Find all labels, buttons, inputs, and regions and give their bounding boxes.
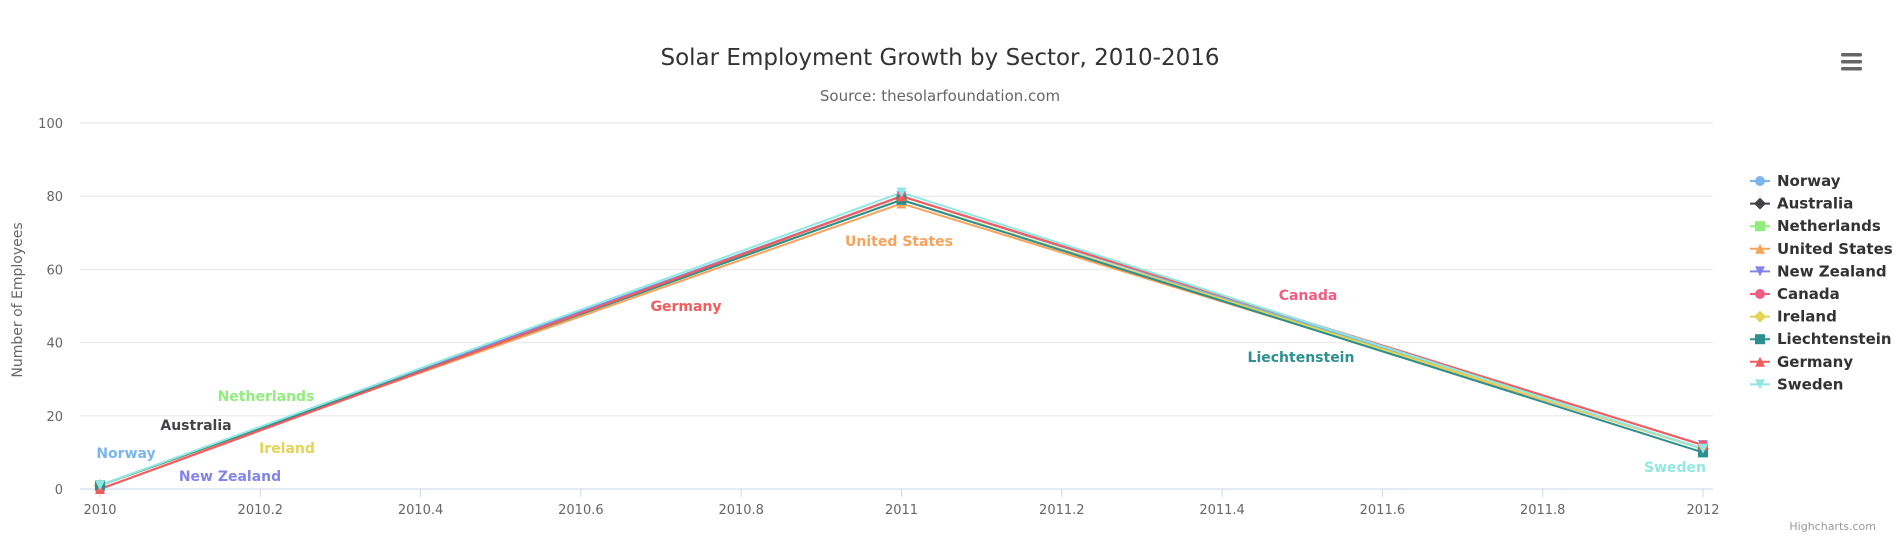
series-label-netherlands: Netherlands — [218, 389, 315, 405]
legend-label: New Zealand — [1777, 262, 1887, 280]
credits-link[interactable]: Highcharts.com — [1789, 520, 1876, 533]
legend-label: Canada — [1777, 285, 1840, 303]
x-tick-label: 2010.6 — [558, 503, 604, 518]
series-label-norway: Norway — [96, 446, 155, 462]
legend-item-new-zealand[interactable]: New Zealand — [1750, 262, 1887, 280]
legend-label: Netherlands — [1777, 217, 1881, 235]
data-point-sweden[interactable] — [1698, 443, 1708, 454]
y-tick-label: 60 — [46, 263, 63, 278]
x-tick-label: 2010.2 — [238, 503, 284, 518]
legend-symbol-new-zealand — [1755, 266, 1765, 277]
series-label-australia: Australia — [160, 418, 231, 434]
hamburger-menu-icon — [1841, 53, 1862, 71]
x-tick-label: 2011.2 — [1039, 503, 1085, 518]
series-label-liechtenstein: Liechtenstein — [1248, 350, 1355, 366]
series-label-canada: Canada — [1279, 288, 1338, 304]
y-tick-label: 80 — [46, 190, 63, 205]
legend-label: Sweden — [1777, 375, 1843, 393]
legend-item-united-states[interactable]: United States — [1750, 240, 1893, 258]
chart-menu-button[interactable] — [1836, 46, 1866, 76]
legend-label: Norway — [1777, 172, 1841, 190]
legend-symbol-sweden — [1755, 379, 1765, 390]
legend-symbol-liechtenstein — [1755, 334, 1765, 345]
chart-subtitle: Source: thesolarfoundation.com — [820, 87, 1060, 105]
y-axis-ticks: 0 20 40 60 80 100 — [38, 117, 63, 498]
y-tick-label: 100 — [38, 117, 63, 132]
x-tick-label: 2011.8 — [1520, 503, 1566, 518]
y-tick-label: 0 — [55, 483, 63, 498]
legend-symbol-australia — [1754, 197, 1766, 210]
legend-item-liechtenstein[interactable]: Liechtenstein — [1750, 330, 1892, 348]
legend-symbol-ireland — [1754, 310, 1766, 323]
data-point-sweden[interactable] — [95, 480, 105, 491]
legend-label: Germany — [1777, 353, 1853, 371]
x-tick-label: 2011.4 — [1199, 503, 1245, 518]
series-label-united-states: United States — [845, 234, 953, 250]
legend-item-canada[interactable]: Canada — [1750, 285, 1840, 303]
legend-item-netherlands[interactable]: Netherlands — [1750, 217, 1881, 235]
series-markers — [94, 187, 1709, 494]
x-tick-label: 2010.8 — [718, 503, 764, 518]
legend-item-norway[interactable]: Norway — [1750, 172, 1841, 190]
chart-title: Solar Employment Growth by Sector, 2010-… — [660, 45, 1219, 71]
y-tick-label: 40 — [46, 337, 63, 352]
series-label-ireland: Ireland — [259, 441, 315, 457]
y-tick-label: 20 — [46, 410, 63, 425]
legend-label: Australia — [1777, 195, 1853, 213]
legend-symbol-norway — [1755, 176, 1765, 186]
legend-symbol-netherlands — [1755, 221, 1765, 232]
legend-item-sweden[interactable]: Sweden — [1750, 375, 1843, 393]
legend-label: United States — [1777, 240, 1893, 258]
legend: Norway Australia Netherlands United States N… — [1750, 172, 1893, 393]
series-label-new-zealand: New Zealand — [179, 469, 281, 485]
x-tick-label: 2010.4 — [398, 503, 444, 518]
legend-symbol-united-states — [1755, 243, 1765, 254]
x-tick-label: 2011.6 — [1360, 503, 1406, 518]
legend-item-ireland[interactable]: Ireland — [1750, 308, 1837, 326]
x-axis-ticks: 2010 2010.2 2010.4 2010.6 2010.8 2011 2011.2 20… — [83, 489, 1720, 518]
x-tick-label: 2012 — [1686, 503, 1719, 518]
legend-symbol-canada — [1755, 289, 1765, 299]
legend-symbol-germany — [1755, 356, 1765, 367]
x-tick-label: 2010 — [83, 503, 116, 518]
series-labels: Norway Australia Netherlands New Zealand Ire… — [96, 234, 1706, 485]
data-point-sweden[interactable] — [896, 187, 907, 198]
legend-item-germany[interactable]: Germany — [1750, 353, 1853, 371]
legend-label: Liechtenstein — [1777, 330, 1892, 348]
series-label-sweden: Sweden — [1644, 460, 1706, 476]
legend-label: Ireland — [1777, 308, 1837, 326]
y-axis-title: Number of Employees — [10, 222, 26, 377]
series-label-germany: Germany — [650, 299, 721, 315]
legend-item-australia[interactable]: Australia — [1750, 195, 1853, 213]
x-tick-label: 2011 — [885, 503, 918, 518]
